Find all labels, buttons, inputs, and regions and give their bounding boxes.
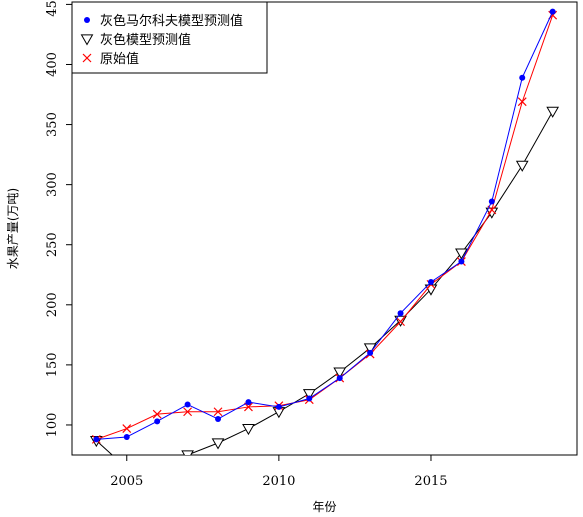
x-axis-title: 年份 [312,500,336,514]
series-1-point-11 [427,278,434,285]
series-1 [93,8,556,443]
series-1-point-1 [123,433,130,440]
y-tick-label-150: 150 [45,352,60,377]
series-2-line [96,111,554,455]
y-tick-label-100: 100 [45,413,60,438]
series-3-point-4 [213,407,223,417]
series-2-point-15 [546,106,560,118]
series-3-point-10 [396,317,405,327]
legend-marker-1 [84,17,90,23]
x-tick-label-2010: 2010 [262,474,295,489]
series-3-point-2 [152,409,162,419]
series-1-point-4 [215,415,222,422]
series-2-point-1 [121,464,132,474]
series-1-point-3 [184,401,191,408]
series-1-point-6 [275,403,282,410]
series-1-point-12 [458,258,465,265]
series-1-point-5 [245,399,252,406]
legend-label-1: 灰色马尔科夫模型预测值 [100,13,243,29]
series-1-line [96,11,554,440]
series-1-point-0 [93,436,100,443]
series-1-point-2 [154,418,161,425]
series-1-point-7 [306,395,313,402]
series-3 [91,10,558,444]
y-tick-label-450: 450 [45,0,60,17]
y-tick-label-350: 350 [45,112,60,137]
series-1-point-8 [336,375,343,382]
plot-frame [71,1,578,456]
series-3-point-3 [183,407,193,417]
series-3-point-1 [122,424,132,433]
series-3-point-14 [517,97,527,107]
series-3-line [96,15,554,440]
y-tick-label-300: 300 [45,172,60,197]
series-2-point-8 [333,367,347,379]
series-2-point-14 [515,160,529,172]
series-1-point-14 [519,74,526,81]
series-1-point-13 [488,198,495,205]
x-axis: 2005 2010 2015 [110,455,448,489]
legend-box [71,1,268,74]
x-tick-label-2005: 2005 [110,474,143,489]
series-1-point-9 [367,349,374,356]
legend-item-1: 灰色马尔科夫模型预测值 [84,13,243,29]
legend-marker-2 [80,34,94,46]
legend-item-3: 原始值 [82,51,139,67]
series-1-point-10 [397,310,404,317]
data-layer [89,8,560,474]
series-2-point-2 [152,457,163,467]
legend-item-2: 灰色模型预测值 [80,32,191,48]
series-2-point-12 [455,248,468,260]
series-2-point-3 [181,450,194,455]
legend-marker-3 [82,53,92,63]
series-2-point-5 [242,423,255,436]
y-axis-title: 水果产量(万吨) [6,188,20,269]
legend-label-3: 原始值 [100,51,139,67]
y-tick-label-250: 250 [45,232,60,257]
y-tick-label-200: 200 [45,292,60,317]
y-tick-label-400: 400 [45,52,60,77]
series-3-point-5 [244,402,253,412]
legend-label-2: 灰色模型预测值 [100,32,191,48]
series-1-point-15 [549,8,556,15]
series-2-point-7 [302,389,316,401]
x-tick-label-2015: 2015 [414,474,447,489]
y-axis: 100 150 200 250 300 350 400 450 [45,0,72,437]
series-2-point-4 [211,438,225,450]
